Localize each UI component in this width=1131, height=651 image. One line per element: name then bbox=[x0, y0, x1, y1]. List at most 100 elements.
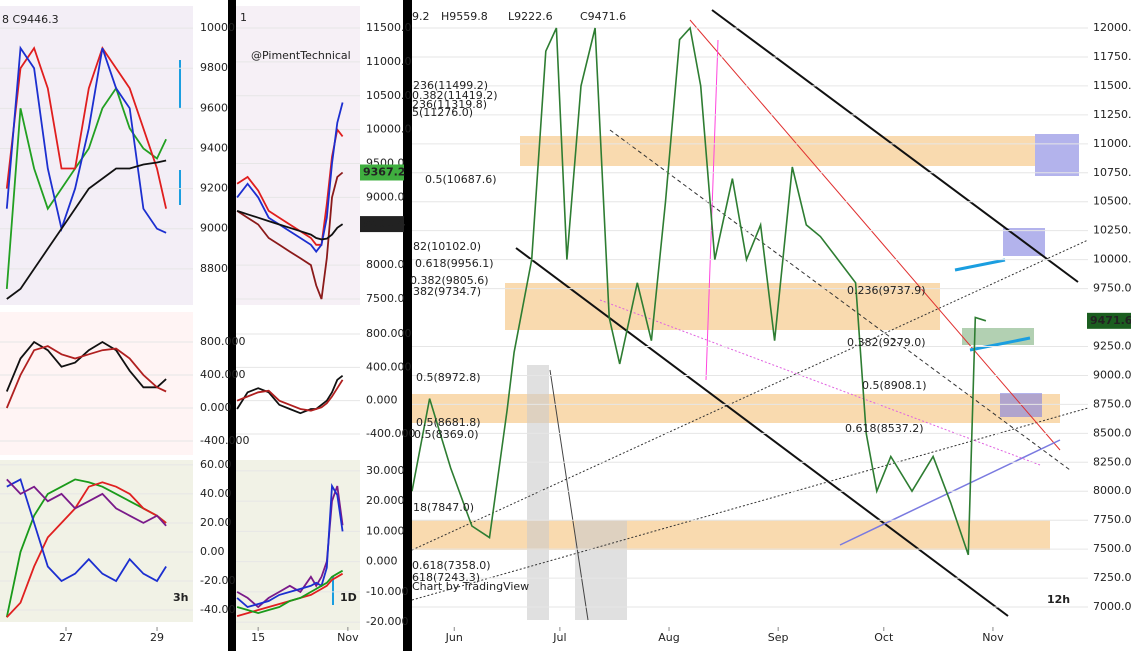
series-line bbox=[236, 102, 344, 254]
price-tag bbox=[360, 216, 404, 233]
annotation: H9559.8 bbox=[441, 10, 488, 23]
y-tick-label: 8000.0 bbox=[366, 258, 405, 271]
y-tick-label: 0.00 bbox=[200, 545, 225, 558]
series-line bbox=[236, 379, 344, 412]
annotation: 0.5(8369.0) bbox=[414, 428, 479, 441]
annotation: 0.236(9737.9) bbox=[847, 284, 926, 297]
y-tick-label: 0.000 bbox=[366, 394, 398, 407]
series-line bbox=[6, 481, 167, 618]
y-tick-label: 400.000 bbox=[366, 360, 412, 373]
annotation: 0.5(8681.8) bbox=[416, 416, 481, 429]
y-tick-label: 9800 bbox=[200, 61, 228, 74]
trend-line bbox=[954, 258, 1006, 272]
y-tick-label: 9400 bbox=[200, 141, 228, 154]
y-tick-label: 20.00 bbox=[200, 516, 232, 529]
annotation: 18(7847.0) bbox=[413, 501, 474, 514]
y-tick-label: 9750.0 bbox=[1093, 282, 1131, 295]
annotation: 1 bbox=[240, 11, 247, 24]
series-line bbox=[236, 482, 344, 608]
price-tag-label: 9471.6 bbox=[1090, 314, 1131, 327]
annotation: 0.5(8908.1) bbox=[862, 379, 927, 392]
y-tick-label: 11000.0 bbox=[1093, 137, 1131, 150]
y-tick-label: 7500.0 bbox=[366, 292, 405, 305]
zone bbox=[412, 394, 1060, 423]
trend-line bbox=[705, 39, 719, 381]
annotation: 5(11276.0) bbox=[412, 106, 473, 119]
y-tick-label: -20.00 bbox=[200, 574, 235, 587]
price-tag bbox=[1087, 312, 1131, 329]
y-tick-label: 20.000 bbox=[366, 494, 405, 507]
y-tick-label: -400.000 bbox=[366, 427, 415, 440]
annotation: @PimentTechnical bbox=[251, 49, 351, 62]
y-tick-label: 11500.0 bbox=[366, 21, 412, 34]
annotation: 382(9734.7) bbox=[413, 285, 481, 298]
series-line bbox=[236, 171, 344, 300]
annotation: 236(11499.2) bbox=[413, 79, 488, 92]
y-tick-label: 7750.0 bbox=[1093, 513, 1131, 526]
series-line bbox=[5, 340, 167, 392]
annotation: 12h bbox=[1047, 593, 1070, 606]
series-line bbox=[236, 374, 344, 415]
price-tag-label: 9367.2 bbox=[363, 165, 405, 178]
x-tick-label: 27 bbox=[59, 631, 73, 644]
y-tick-label: 10500.0 bbox=[366, 89, 412, 102]
x-tick-label: Nov bbox=[337, 631, 359, 644]
series-line bbox=[5, 86, 167, 289]
panel-bg bbox=[0, 312, 193, 455]
y-tick-label: 9200 bbox=[200, 182, 228, 195]
trend-line bbox=[969, 336, 1031, 352]
annotation: 9.2 bbox=[412, 10, 430, 23]
y-tick-label: 10500.0 bbox=[1093, 195, 1131, 208]
y-tick-label: 10000.0 bbox=[1093, 253, 1131, 266]
y-tick-label: 10250.0 bbox=[1093, 224, 1131, 237]
annotation: 3h bbox=[173, 591, 189, 604]
price-tag-label: 8605.4 bbox=[363, 217, 406, 230]
x-tick-label: 15 bbox=[251, 631, 265, 644]
annotation: Chart by TradingView bbox=[412, 580, 529, 593]
y-tick-label: 7500.0 bbox=[1093, 542, 1131, 555]
y-tick-label: 9600 bbox=[200, 101, 228, 114]
y-tick-label: 800.000 bbox=[366, 327, 412, 340]
separator bbox=[403, 0, 412, 651]
y-tick-label: 9000.0 bbox=[1093, 368, 1131, 381]
series-line bbox=[5, 46, 167, 209]
annotation: 0.618(9956.1) bbox=[415, 257, 494, 270]
x-tick-label: Oct bbox=[874, 631, 894, 644]
trend-line bbox=[689, 19, 1061, 451]
x-tick-label: Aug bbox=[658, 631, 679, 644]
y-tick-label: 11750.0 bbox=[1093, 50, 1131, 63]
zones bbox=[412, 134, 1079, 620]
y-tick-label: 11500.0 bbox=[1093, 79, 1131, 92]
y-tick-label: 11000.0 bbox=[366, 55, 412, 68]
annotation: 0.5(8972.8) bbox=[416, 371, 481, 384]
y-tick-label: 10000 bbox=[200, 21, 235, 34]
zone bbox=[520, 136, 1035, 166]
y-tick-label: 9250.0 bbox=[1093, 339, 1131, 352]
y-tick-label: 9000.0 bbox=[366, 190, 405, 203]
x-tick-label: 29 bbox=[150, 631, 164, 644]
y-tick-label: 8750.0 bbox=[1093, 397, 1131, 410]
y-tick-label: 10.000 bbox=[366, 524, 405, 537]
trend-line bbox=[839, 439, 1061, 546]
trend-line bbox=[515, 247, 1009, 617]
y-tick-label: -40.00 bbox=[200, 603, 235, 616]
annotation: 236(11319.8) bbox=[412, 98, 487, 111]
y-tick-label: 8250.0 bbox=[1093, 455, 1131, 468]
y-tick-label: 30.000 bbox=[366, 464, 405, 477]
y-tick-label: -20.000 bbox=[366, 615, 408, 628]
annotation: 0.618(7358.0) bbox=[412, 559, 491, 572]
y-tick-label: 11250.0 bbox=[1093, 108, 1131, 121]
y-tick-label: 8500.0 bbox=[1093, 426, 1131, 439]
annotation: 618(7243.3) bbox=[412, 571, 480, 584]
x-tick-label: Jul bbox=[552, 631, 566, 644]
y-tick-label: 400.000 bbox=[200, 368, 246, 381]
series-line bbox=[236, 210, 344, 241]
series-line bbox=[236, 572, 344, 617]
trend-lines bbox=[179, 9, 1089, 621]
y-tick-label: 0.000 bbox=[366, 555, 398, 568]
zone bbox=[962, 328, 1034, 345]
y-tick-label: 9000 bbox=[200, 222, 228, 235]
annotation: 82(10102.0) bbox=[413, 240, 481, 253]
annotation: L9222.6 bbox=[508, 10, 553, 23]
